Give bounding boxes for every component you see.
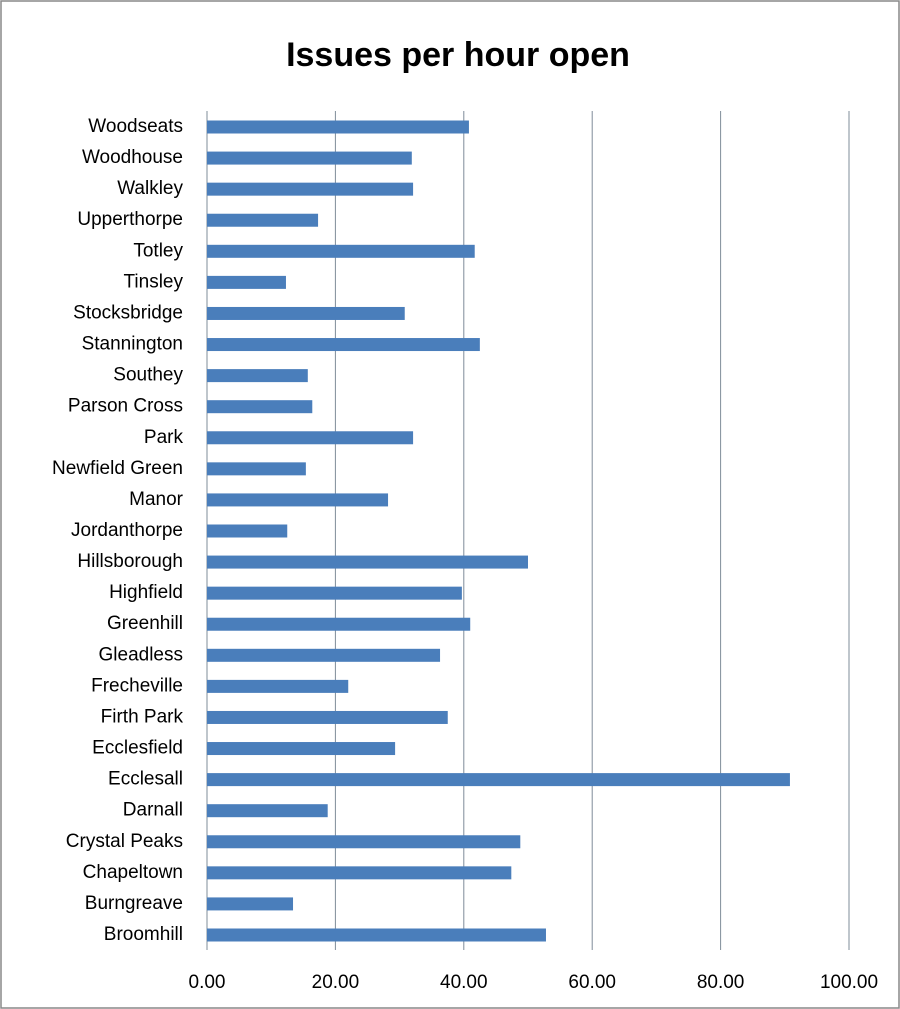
bar xyxy=(207,524,288,538)
bar xyxy=(207,617,471,631)
bar xyxy=(207,275,286,289)
bar xyxy=(207,431,414,445)
x-tick-label: 80.00 xyxy=(697,972,745,993)
bar xyxy=(207,244,475,258)
bar xyxy=(207,804,328,818)
y-tick-label: Highfield xyxy=(109,582,183,603)
y-tick-label: Stocksbridge xyxy=(73,302,183,323)
bar xyxy=(207,742,396,756)
bar xyxy=(207,182,414,196)
bar xyxy=(207,213,319,227)
bar xyxy=(207,120,469,134)
y-tick-label: Ecclesfield xyxy=(92,738,183,759)
y-tick-label: Jordanthorpe xyxy=(71,520,183,541)
y-tick-label: Woodseats xyxy=(88,116,183,137)
bar xyxy=(207,462,306,476)
y-tick-label: Ecclesall xyxy=(108,769,183,790)
bar xyxy=(207,897,294,911)
y-tick-label: Woodhouse xyxy=(82,147,183,168)
y-tick-label: Manor xyxy=(129,489,184,510)
bar xyxy=(207,400,313,414)
y-tick-label: Frecheville xyxy=(91,675,183,696)
y-tick-label: Firth Park xyxy=(101,706,184,727)
y-tick-label: Stannington xyxy=(82,334,183,355)
x-tick-label: 100.00 xyxy=(820,972,878,993)
bar xyxy=(207,555,528,569)
x-tick-label: 40.00 xyxy=(440,972,488,993)
bar xyxy=(207,648,441,662)
y-tick-label: Parson Cross xyxy=(68,396,183,417)
bar xyxy=(207,586,462,600)
y-tick-label: Hillsborough xyxy=(77,551,183,572)
x-tick-label: 60.00 xyxy=(568,972,616,993)
y-tick-label: Chapeltown xyxy=(83,862,183,883)
bar xyxy=(207,866,512,880)
y-tick-label: Burngreave xyxy=(85,893,183,914)
bar xyxy=(207,151,412,165)
bar xyxy=(207,773,790,787)
y-tick-label: Broomhill xyxy=(104,924,183,945)
bar xyxy=(207,710,448,724)
x-tick-label: 20.00 xyxy=(312,972,360,993)
chart-title: Issues per hour open xyxy=(286,36,630,74)
y-tick-label: Southey xyxy=(113,365,183,386)
y-tick-label: Park xyxy=(144,427,184,448)
bar xyxy=(207,679,349,693)
bar xyxy=(207,306,405,320)
x-tick-label: 0.00 xyxy=(189,972,226,993)
y-tick-label: Crystal Peaks xyxy=(66,831,183,852)
bar xyxy=(207,928,546,942)
y-tick-label: Darnall xyxy=(123,800,183,821)
bar xyxy=(207,338,480,352)
y-tick-label: Totley xyxy=(133,240,183,261)
y-tick-label: Upperthorpe xyxy=(77,209,183,230)
y-tick-label: Newfield Green xyxy=(52,458,183,479)
y-tick-label: Greenhill xyxy=(107,613,183,634)
bar xyxy=(207,835,521,849)
y-tick-label: Walkley xyxy=(117,178,183,199)
y-tick-label: Gleadless xyxy=(99,644,184,665)
bar xyxy=(207,369,308,383)
bar xyxy=(207,493,389,507)
y-tick-label: Tinsley xyxy=(124,271,184,292)
